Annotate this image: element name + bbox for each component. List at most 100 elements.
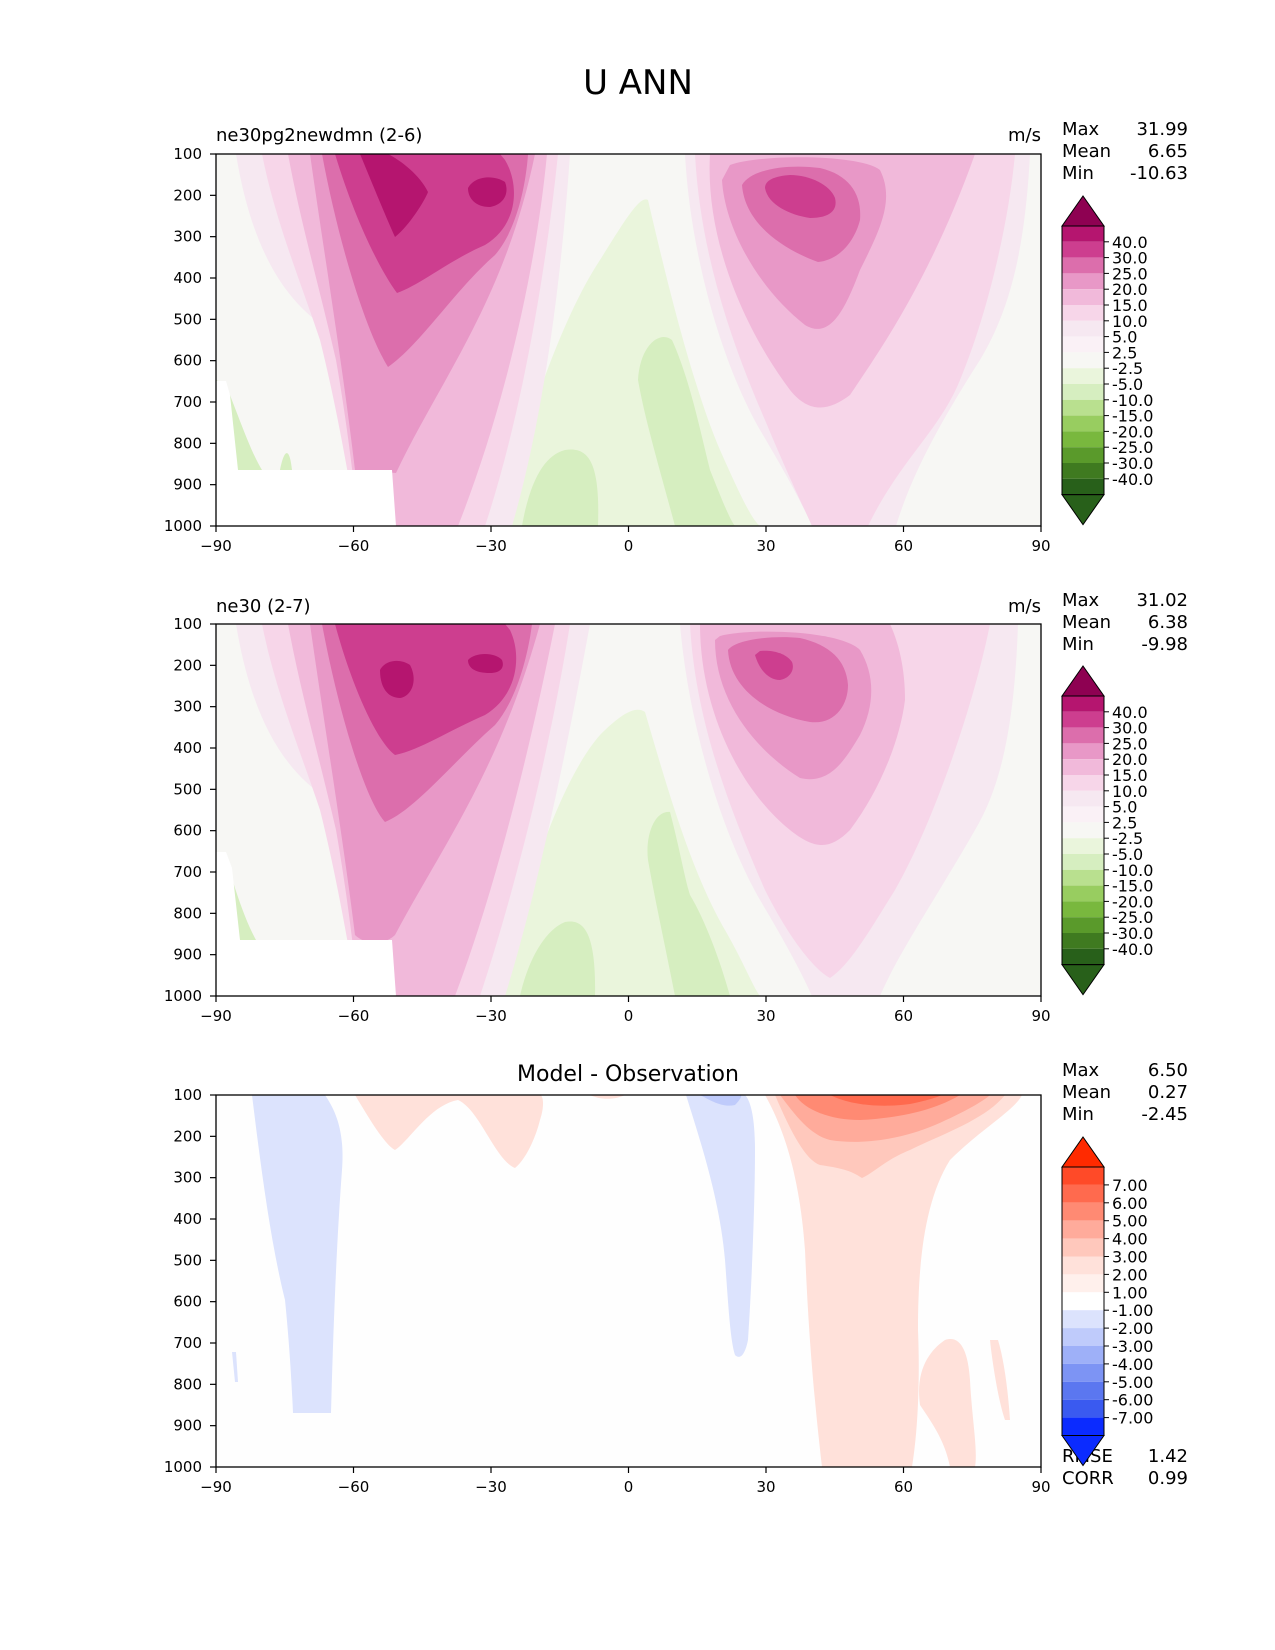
colorbar-label: -5.0 — [1112, 845, 1143, 864]
colorbar-extend-max — [1061, 195, 1105, 227]
x-tick-label: −90 — [200, 1478, 232, 1496]
colorbar-cell — [1062, 901, 1104, 918]
colorbar-label: 15.0 — [1112, 766, 1148, 785]
diff-pos-nh-1 — [765, 1095, 1022, 1467]
stat-label: Mean — [1062, 141, 1111, 162]
stat-label: Min — [1062, 1104, 1094, 1125]
colorbar-frame — [1061, 695, 1105, 966]
colorbar-cell — [1062, 1417, 1104, 1436]
colorbar-label: -10.0 — [1112, 861, 1153, 880]
colorbar-cell — [1062, 838, 1104, 854]
y-tick-label: 600 — [173, 822, 202, 840]
colorbar-cell — [1062, 289, 1104, 305]
colorbar-cell — [1062, 257, 1104, 274]
diff-y-axis: 100 200 300 400 500 600 700 800 900 1000 — [164, 1086, 216, 1476]
colorbar-label: 7.00 — [1112, 1176, 1148, 1195]
colorbar-cell — [1062, 447, 1104, 463]
colorbar-cell — [1062, 1399, 1104, 1418]
ref-missing-data — [216, 852, 396, 996]
y-tick-label: 1000 — [164, 517, 202, 535]
y-tick-label: 200 — [173, 1127, 202, 1145]
colorbar-label: 3.00 — [1112, 1248, 1148, 1267]
colorbar-cell — [1062, 1167, 1104, 1185]
colorbar-label: -20.0 — [1112, 422, 1153, 441]
colorbar-cell — [1062, 869, 1104, 886]
test-y-axis: 100 200 300 400 500 600 700 800 900 1000 — [164, 145, 216, 535]
test-easterly-20a — [522, 449, 599, 526]
diff-x-axis: −90 −60 −30 0 30 60 90 — [200, 1467, 1051, 1496]
colorbar-cell — [1062, 336, 1104, 353]
stat-label: Max — [1062, 119, 1100, 140]
colorbar-label: -25.0 — [1112, 908, 1153, 927]
y-tick-label: 100 — [173, 145, 202, 163]
diff-neg-nh-core — [700, 1095, 742, 1106]
ref-nh-jet-25 — [755, 650, 793, 680]
y-tick-label: 800 — [173, 904, 202, 922]
colorbar-cell — [1062, 1346, 1104, 1364]
colorbar-label: 20.0 — [1112, 280, 1148, 299]
colorbar-label: -40.0 — [1112, 470, 1153, 489]
y-tick-label: 600 — [173, 352, 202, 370]
x-tick-label: −60 — [338, 1007, 370, 1025]
diff-pos-nh-5 — [830, 1095, 942, 1106]
colorbar-cell — [1062, 1274, 1104, 1293]
y-tick-label: 400 — [173, 739, 202, 757]
colorbar-label: -10.0 — [1112, 391, 1153, 410]
colorbar-label: -2.5 — [1112, 359, 1143, 378]
colorbar-cell — [1062, 948, 1104, 965]
colorbar-label: -2.5 — [1112, 829, 1143, 848]
x-tick-label: −60 — [338, 537, 370, 555]
x-tick-label: −30 — [475, 537, 507, 555]
colorbar-label: -5.0 — [1112, 375, 1143, 394]
colorbar-cell — [1062, 1202, 1104, 1221]
y-tick-label: 400 — [173, 1210, 202, 1228]
stat-label: Max — [1062, 1060, 1100, 1081]
y-tick-label: 800 — [173, 434, 202, 452]
colorbar-frame — [1061, 1166, 1105, 1436]
colorbar-cell — [1062, 727, 1104, 744]
colorbar-label: -20.0 — [1112, 892, 1153, 911]
colorbar-label: 5.00 — [1112, 1212, 1148, 1231]
metric-value: 1.42 — [1148, 1446, 1188, 1467]
y-tick-label: 500 — [173, 1251, 202, 1269]
colorbar-label: 25.0 — [1112, 264, 1148, 283]
y-tick-label: 1000 — [164, 987, 202, 1005]
ref-easterly-20a — [520, 921, 596, 996]
colorbar-cell — [1062, 711, 1104, 728]
colorbar-extend-max — [1061, 665, 1105, 697]
diff-stats: Max 6.50 Mean 0.27 Min -2.45 — [1062, 1060, 1188, 1125]
colorbar-label: 15.0 — [1112, 296, 1148, 315]
stat-value: 6.50 — [1148, 1060, 1188, 1081]
metric-label: CORR — [1062, 1468, 1114, 1489]
ref-stats: Max 31.02 Mean 6.38 Min -9.98 — [1062, 590, 1188, 655]
ref-sh-jet-25 — [335, 624, 517, 755]
test-stats: Max 31.99 Mean 6.65 Min -10.63 — [1062, 119, 1188, 184]
colorbar-label: 25.0 — [1112, 734, 1148, 753]
y-tick-label: 1000 — [164, 1458, 202, 1476]
y-tick-label: 600 — [173, 1293, 202, 1311]
stat-value: -10.63 — [1130, 163, 1188, 184]
test-easterly-20b — [638, 336, 735, 526]
colorbar-cell — [1062, 226, 1104, 242]
x-tick-label: 30 — [756, 537, 775, 555]
colorbar-cell — [1062, 241, 1104, 258]
colorbar-cell — [1062, 368, 1104, 384]
x-tick-label: 0 — [624, 1478, 634, 1496]
x-tick-label: 0 — [624, 537, 634, 555]
stat-value: 6.65 — [1148, 141, 1188, 162]
panel-test: −90 −60 −30 0 30 60 90 100 200 300 400 500 600 700 80… — [164, 119, 1188, 555]
colorbar-label: 10.0 — [1112, 782, 1148, 801]
diff-pos-sh-a — [355, 1095, 544, 1168]
colorbar-cell — [1062, 305, 1104, 321]
colorbar-label: 2.5 — [1112, 813, 1137, 832]
colorbar-extend-min — [1061, 964, 1105, 996]
test-nh-jet-25 — [765, 175, 836, 218]
y-tick-label: 900 — [173, 476, 202, 494]
colorbar-label: 20.0 — [1112, 750, 1148, 769]
test-sh-jet-30a — [360, 154, 428, 237]
diff-pos-nh-1b — [919, 1339, 976, 1467]
ref-units: m/s — [1008, 596, 1041, 617]
colorbar-label: -1.00 — [1112, 1301, 1153, 1320]
colorbar-label: 1.00 — [1112, 1283, 1148, 1302]
y-tick-label: 500 — [173, 780, 202, 798]
